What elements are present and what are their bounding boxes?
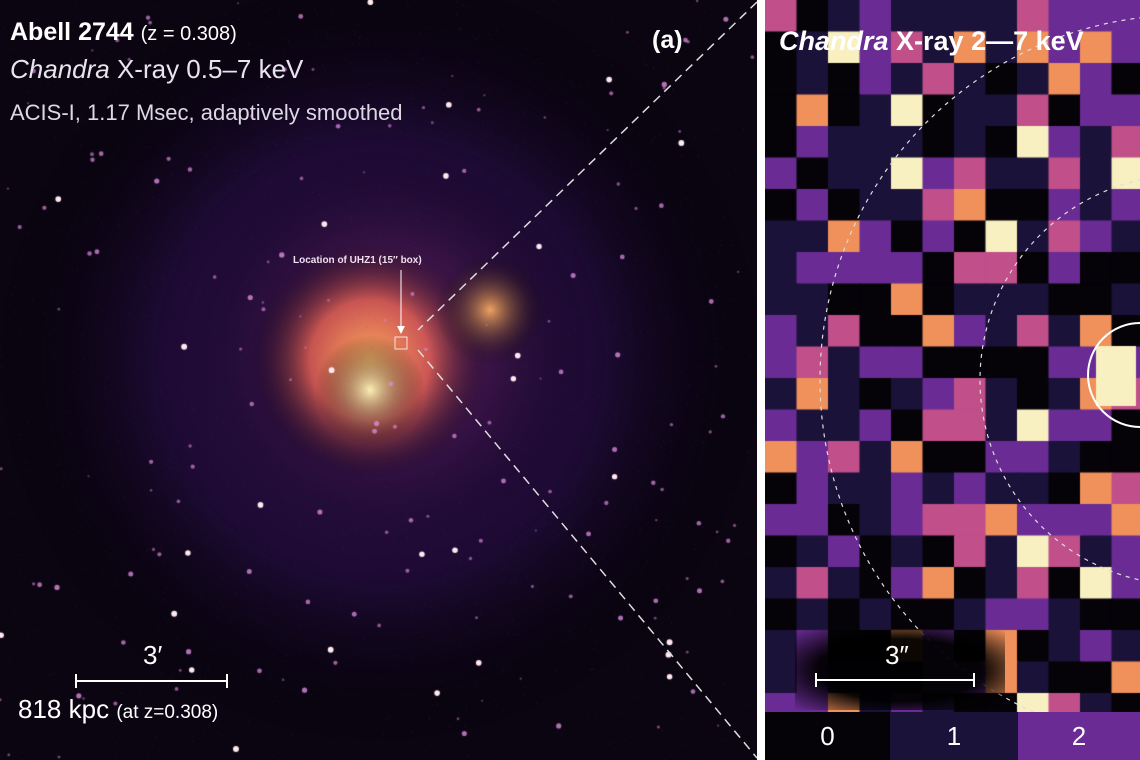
- colorbar: 0 1 2: [765, 712, 1140, 760]
- scale-bar: [75, 674, 228, 688]
- zoom-guide-top: [417, 1, 757, 331]
- cluster-title: Abell 2744 (z = 0.308): [10, 18, 237, 47]
- redshift: (z = 0.308): [140, 23, 237, 45]
- cluster-name: Abell 2744: [10, 18, 134, 46]
- colorbar-2: 2: [1018, 712, 1140, 760]
- inner-dashed-circle: [979, 179, 1140, 581]
- zoom-guide-bottom: [417, 349, 757, 759]
- outer-dashed-circle: [819, 17, 1140, 712]
- energy-band: X-ray 0.5–7 keV: [109, 54, 304, 84]
- colorbar-1: 1: [890, 712, 1018, 760]
- energy-band: X-ray 2—7 keV: [888, 26, 1084, 56]
- right-title: Chandra X-ray 2—7 keV: [779, 26, 1084, 57]
- arrow-head: [397, 326, 405, 334]
- scale-angle: 3′: [143, 640, 163, 670]
- uhz1-box: [394, 336, 408, 350]
- scale-distance: 818 kpc: [18, 694, 110, 724]
- scale-angle: 3″: [885, 640, 909, 670]
- scale-backdrop: [795, 630, 1005, 710]
- telescope-name: Chandra: [779, 26, 889, 56]
- overlay-lines: [394, 1, 757, 759]
- abell-2744-xray-image: Abell 2744 (z = 0.308) Chandra X-ray 0.5…: [0, 0, 757, 760]
- colorbar-0: 0: [765, 712, 890, 760]
- cluster-image: [0, 0, 757, 760]
- scale-bar: [815, 673, 975, 687]
- scale-note: (at z=0.308): [116, 702, 219, 723]
- uhz1-zoom-image: Chandra X-ray 2—7 keV 3″ 0 1 2: [765, 0, 1140, 760]
- instrument-label: Chandra X-ray 0.5–7 keV: [10, 54, 303, 85]
- pixel-counts-image: [765, 0, 1140, 712]
- scale-distance-label: 818 kpc (at z=0.308): [18, 694, 218, 725]
- aperture-overlay: [819, 17, 1140, 712]
- telescope-name: Chandra: [10, 54, 110, 84]
- source-aperture-circle: [1087, 322, 1140, 428]
- uhz1-annotation: Location of UHZ1 (15″ box): [293, 255, 422, 266]
- panel-label: (a): [652, 26, 683, 54]
- observation-details: ACIS-I, 1.17 Msec, adaptively smoothed: [10, 100, 403, 125]
